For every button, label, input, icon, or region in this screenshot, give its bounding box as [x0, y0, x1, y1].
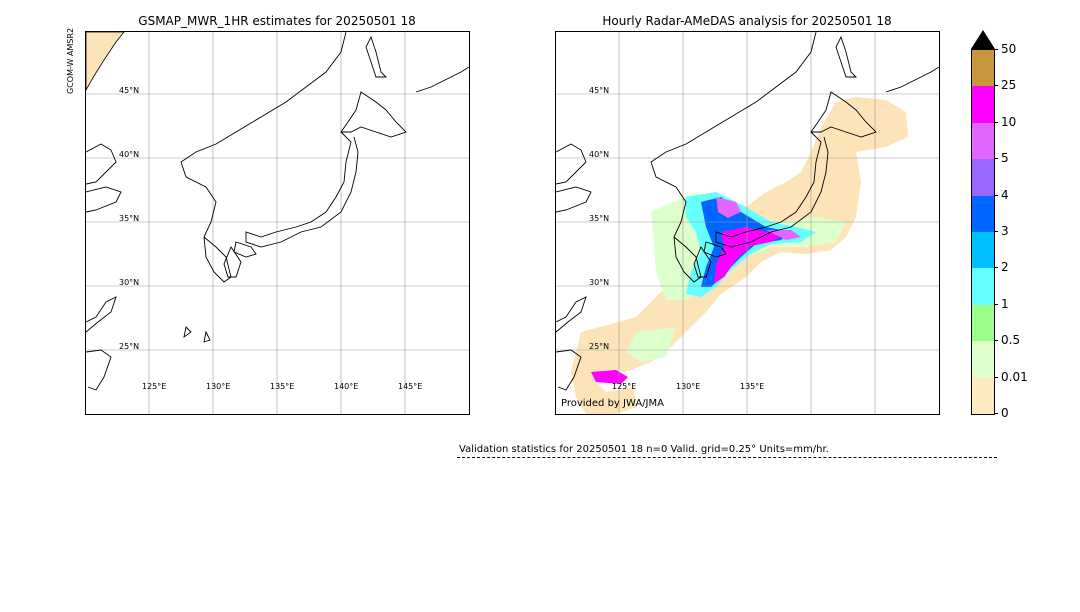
- left-lat-label-30: 30°N: [119, 278, 140, 287]
- rain-001-south: [626, 327, 676, 362]
- right-lat-label-25: 25°N: [589, 342, 610, 351]
- colorbar-tickmark: [994, 158, 998, 160]
- colorbar-tick-label: 2: [1001, 260, 1009, 275]
- left-lon-label-140: 140°E: [334, 382, 359, 391]
- satellite-label-text: GCOM-W AMSR2: [66, 27, 75, 94]
- right-lat-label-35: 35°N: [589, 214, 610, 223]
- validation-underline: [457, 457, 997, 458]
- rain-10-east: [766, 230, 801, 240]
- colorbar-segment: [972, 341, 994, 379]
- colorbar: [971, 49, 995, 415]
- colorbar-tickmark: [994, 376, 998, 378]
- right-lon-label-125: 125°E: [612, 382, 637, 391]
- colorbar-segment: [972, 86, 994, 124]
- colorbar-tick-label: 5: [1001, 151, 1009, 166]
- colorbar-segment: [972, 268, 994, 306]
- colorbar-extend-arrow: [971, 30, 995, 49]
- left-panel-title: GSMAP_MWR_1HR estimates for 20250501 18: [138, 14, 416, 28]
- land-mask-patch: [86, 32, 125, 91]
- colorbar-tick-label: 1: [1001, 296, 1009, 311]
- colorbar-segment: [972, 232, 994, 269]
- left-lon-label-130: 130°E: [206, 382, 231, 391]
- colorbar-tickmark: [994, 303, 998, 305]
- colorbar-segment: [972, 377, 994, 415]
- colorbar-segment: [972, 195, 994, 233]
- left-lon-label-125: 125°E: [142, 382, 167, 391]
- left-lat-label-40: 40°N: [119, 150, 140, 159]
- left-lat-label-25: 25°N: [119, 342, 140, 351]
- colorbar-tickmark: [994, 85, 998, 87]
- right-panel-title: Hourly Radar-AMeDAS analysis for 2025050…: [602, 14, 892, 28]
- coastlines: [556, 32, 939, 391]
- left-lat-label-35: 35°N: [119, 214, 140, 223]
- colorbar-segment: [972, 50, 994, 87]
- colorbar-tick-label: 0: [1001, 406, 1009, 420]
- left-map-svg: [86, 32, 469, 414]
- colorbar-tickmark: [994, 121, 998, 123]
- right-lon-label-130: 130°E: [676, 382, 701, 391]
- colorbar-tickmark: [994, 340, 998, 342]
- right-lon-label-135: 135°E: [740, 382, 765, 391]
- colorbar-segment: [972, 122, 994, 160]
- data-credit: Provided by JWA/JMA: [561, 398, 664, 409]
- satellite-label: GCOM-W AMSR2: [66, 28, 75, 94]
- coastlines: [86, 32, 469, 391]
- colorbar-tickmark: [994, 267, 998, 269]
- rain-25: [714, 227, 786, 284]
- grid-lines: [86, 32, 469, 414]
- colorbar-tickmark: [994, 413, 998, 414]
- colorbar-tick-label: 0.5: [1001, 333, 1021, 348]
- colorbar-tick-label: 3: [1001, 224, 1009, 238]
- left-lat-label-45: 45°N: [119, 86, 140, 95]
- colorbar-tick-label: 25: [1001, 78, 1017, 93]
- colorbar-tick-label: 0.01: [1001, 369, 1028, 384]
- colorbar-tick-label: 10: [1001, 114, 1017, 129]
- colorbar-tickmark: [994, 194, 998, 196]
- colorbar-segment: [972, 159, 994, 197]
- grid-lines: [556, 32, 939, 414]
- right-lat-label-45: 45°N: [589, 86, 610, 95]
- right-lat-label-40: 40°N: [589, 150, 610, 159]
- colorbar-segment: [972, 304, 994, 342]
- right-map: 45°N 40°N 35°N 30°N 25°N 125°E 130°E 135…: [555, 31, 940, 415]
- colorbar-tickmark: [994, 49, 998, 50]
- left-lon-label-135: 135°E: [270, 382, 295, 391]
- right-lat-label-30: 30°N: [589, 278, 610, 287]
- left-lon-label-145: 145°E: [398, 382, 423, 391]
- colorbar-tick-label: 50: [1001, 42, 1017, 56]
- colorbar-tickmark: [994, 231, 998, 232]
- right-map-svg: [556, 32, 939, 414]
- rain-10-north: [716, 197, 741, 218]
- validation-statistics: Validation statistics for 20250501 18 n=…: [459, 444, 829, 455]
- left-map: 45°N 40°N 35°N 30°N 25°N 125°E 130°E 135…: [85, 31, 470, 415]
- colorbar-tick-label: 4: [1001, 187, 1009, 202]
